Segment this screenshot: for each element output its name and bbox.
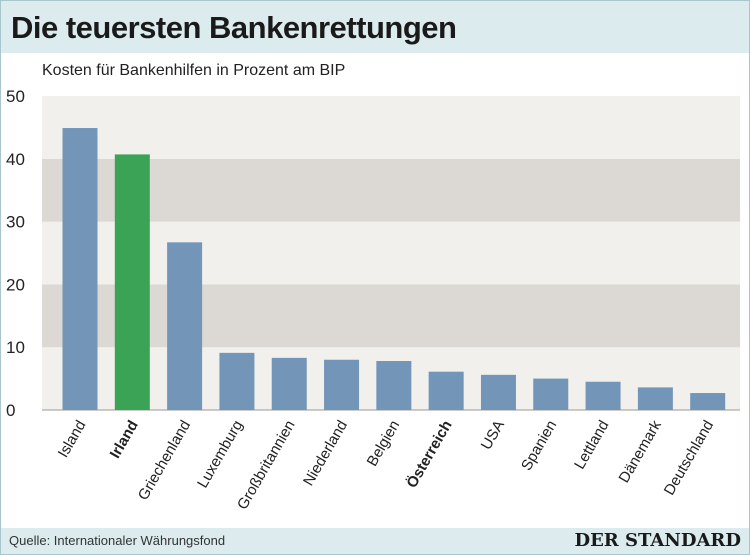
bar-spanien (533, 378, 569, 410)
x-tick-label: Griechenland (135, 418, 194, 504)
bars (62, 128, 726, 410)
footer-bar: Quelle: Internationaler Währungsfond DER… (1, 528, 749, 554)
grid-band (42, 96, 740, 159)
bar-österreich (428, 371, 464, 410)
bar-niederland (324, 359, 360, 410)
bar-griechenland (167, 242, 203, 410)
y-tick-label: 10 (6, 338, 25, 357)
y-tick-label: 50 (6, 87, 25, 106)
x-tick-label: Spanien (518, 418, 560, 474)
y-tick-label: 30 (6, 213, 25, 232)
x-tick-label: Niederland (300, 418, 351, 489)
brand-logo: DER STANDARD (574, 530, 741, 551)
x-tick-label: Dänemark (616, 417, 666, 486)
x-tick-label: Irland (107, 418, 142, 462)
chart-subtitle: Kosten für Bankenhilfen in Prozent am BI… (42, 62, 346, 79)
bar-island (62, 128, 98, 410)
grid-band (42, 158, 740, 222)
bar-usa (480, 374, 516, 410)
bar-belgien (376, 361, 412, 410)
chart-title: Die teuersten Bankenrettungen (11, 10, 457, 45)
x-tick-label: Österreich (403, 418, 455, 491)
grid-band (42, 284, 740, 348)
x-tick-label: Lettland (571, 418, 612, 473)
bar-deutschland (690, 393, 726, 410)
x-tick-label: Großbritannien (234, 418, 299, 513)
y-tick-label: 20 (6, 275, 25, 294)
x-tick-label: USA (478, 418, 508, 453)
bar-luxemburg (219, 352, 255, 410)
bar-großbritannien (271, 357, 307, 410)
grid-band (42, 221, 740, 285)
bar-lettland (585, 381, 621, 410)
source-note: Quelle: Internationaler Währungsfond (9, 533, 226, 548)
bar-irland (114, 154, 150, 410)
x-tick-label: Island (55, 418, 90, 461)
y-axis-ticks: 0 10 20 30 40 50 (6, 87, 25, 420)
y-tick-label: 0 (6, 401, 15, 420)
x-tick-label: Belgien (364, 418, 404, 470)
title-bar: Die teuersten Bankenrettungen (1, 1, 749, 53)
bar-dänemark (637, 387, 673, 410)
x-tick-label: Deutschland (661, 418, 717, 499)
y-tick-label: 40 (6, 150, 25, 169)
x-tick-label: Luxemburg (194, 418, 246, 491)
